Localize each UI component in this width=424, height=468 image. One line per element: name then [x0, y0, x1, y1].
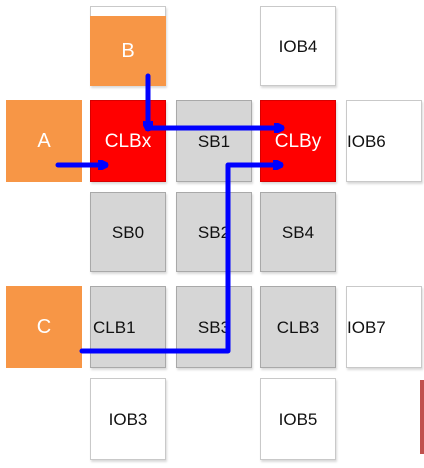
sb2-label: SB2 [197, 222, 231, 242]
iob7-block: IOB7 [346, 286, 422, 368]
sb0-block: SB0 [90, 192, 166, 272]
iob4-block: IOB4 [260, 6, 336, 86]
iob3-label: IOB3 [108, 409, 148, 429]
clb3-label: CLB3 [276, 317, 320, 337]
iob3-block: IOB3 [90, 378, 166, 460]
sb1-block: SB1 [176, 100, 252, 182]
iob5-label: IOB5 [278, 409, 318, 429]
sb4-label: SB4 [281, 222, 315, 242]
iob6-block: IOB6 [346, 100, 422, 182]
sb4-block: SB4 [260, 192, 336, 272]
input-c-label: C [36, 316, 52, 338]
iob6-label: IOB6 [347, 131, 386, 151]
input-block-c: C [6, 286, 82, 368]
input-block-a: A [6, 100, 82, 182]
sb1-label: SB1 [197, 131, 231, 151]
clby-block: CLBy [260, 100, 336, 182]
clb3-block: CLB3 [260, 286, 336, 368]
sb2-block: SB2 [176, 192, 252, 272]
clb1-block: CLB1 [90, 286, 166, 368]
iob4-label: IOB4 [278, 36, 318, 56]
sb0-label: SB0 [111, 222, 145, 242]
clb1-label: CLB1 [93, 317, 136, 337]
iob7-label: IOB7 [347, 317, 386, 337]
input-a-label: A [37, 130, 51, 152]
sb3-block: SB3 [176, 286, 252, 368]
sb3-label: SB3 [197, 317, 231, 337]
input-block-b: B [90, 16, 166, 86]
clbx-label: CLBx [104, 130, 152, 152]
edge-accent-line [420, 380, 424, 454]
iob5-block: IOB5 [260, 378, 336, 460]
clby-label: CLBy [274, 130, 322, 152]
clbx-block: CLBx [90, 100, 166, 182]
input-b-label: B [121, 40, 135, 62]
